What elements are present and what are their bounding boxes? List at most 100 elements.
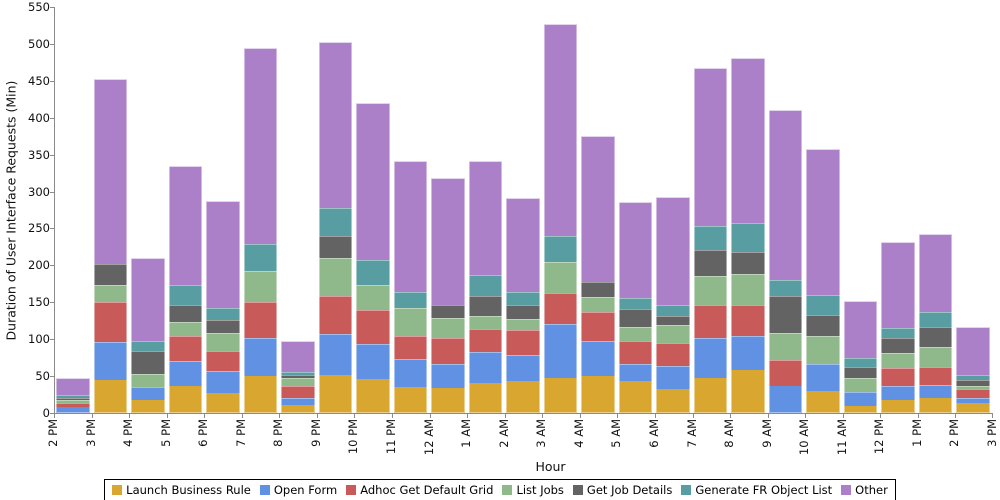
legend-label: Get Job Details [586, 483, 673, 497]
y-axis-title: Duration of User Interface Requests (Min… [3, 80, 19, 341]
legend-swatch [502, 485, 513, 495]
bar-segment [131, 351, 165, 374]
legend-swatch [112, 485, 123, 495]
bar-segment [543, 377, 578, 413]
bar-segment [431, 178, 465, 306]
bar-segment [281, 375, 315, 379]
bar-segment [843, 405, 878, 413]
bar-segment [318, 235, 353, 259]
bar-segment [168, 336, 203, 362]
x-axis-tick-label: 12 PM [872, 419, 887, 455]
y-axis-tick-mark [50, 339, 54, 341]
bar-segment [881, 368, 915, 386]
legend-item: Other [841, 483, 888, 497]
bar-segment [131, 399, 165, 413]
y-axis-tick-mark [50, 191, 54, 193]
x-axis-tick-mark [654, 414, 656, 418]
x-axis-tick-label: 3 PM [83, 419, 98, 447]
bar [768, 109, 803, 413]
y-axis-tick-mark [50, 117, 54, 119]
bar-segment [468, 352, 503, 384]
x-axis-tick-mark [579, 414, 581, 418]
legend: Launch Business Rule Open Form Adhoc Get D… [104, 479, 896, 500]
bar-segment [93, 301, 128, 343]
bar-segment [806, 364, 840, 391]
bar-segment [843, 300, 878, 359]
x-axis-tick-mark [91, 414, 93, 418]
bar-segment [131, 387, 165, 400]
bar-segment [356, 103, 390, 261]
bar-segment [356, 343, 390, 380]
x-axis-tick-label: 6 PM [196, 419, 211, 447]
bar-segment [168, 285, 203, 305]
bar-segment [918, 233, 953, 312]
bar-segment [881, 385, 915, 400]
bar-segment [56, 400, 90, 404]
y-axis-tick-mark [50, 265, 54, 267]
bar-segment [768, 109, 803, 281]
bar-segment [543, 235, 578, 263]
bar [918, 233, 953, 413]
x-axis-tick-mark [504, 414, 506, 418]
bar-segment [956, 403, 990, 413]
bar-segment [206, 370, 240, 394]
bar [806, 148, 840, 413]
bar-segment [881, 352, 915, 368]
bar-segment [93, 342, 128, 380]
bar-segment [956, 379, 990, 386]
bar-segment [731, 57, 765, 224]
x-axis-tick-mark [767, 414, 769, 418]
y-axis-tick-mark [50, 80, 54, 82]
x-axis-tick-label: 12 AM [421, 419, 436, 456]
bar-segment [918, 398, 953, 413]
y-axis-tick-label: 300 [28, 184, 50, 199]
bar-segment [131, 258, 165, 342]
bar-segment [506, 318, 540, 331]
bar-segment [318, 295, 353, 335]
bar-segment [318, 334, 353, 375]
bar-segment [206, 308, 240, 321]
x-axis: 2 PM 3 PM 4 PM 5 PM 6 PM 7 PM 8 PM 9 PM 10 PM 11 … [46, 414, 999, 461]
x-axis-tick-label: 3 AM [534, 419, 549, 448]
bar-segment [543, 324, 578, 378]
bar-segment [581, 311, 615, 342]
x-axis-tick-mark [204, 414, 206, 418]
y-axis-tick-label: 200 [28, 258, 50, 273]
bar [281, 340, 315, 413]
bar-segment [468, 316, 503, 329]
bar-segment [581, 297, 615, 312]
x-axis-tick-label: 11 AM [834, 419, 849, 456]
bar-segment [506, 330, 540, 356]
x-axis-title: Hour [535, 459, 566, 474]
bar-segment [431, 337, 465, 364]
bar-segment [806, 294, 840, 315]
bar-segment [506, 355, 540, 381]
x-axis-tick-mark [730, 414, 732, 418]
bar-segment [393, 335, 428, 360]
y-axis-tick-mark [50, 413, 54, 414]
bar-segment [468, 275, 503, 296]
bar [131, 258, 165, 413]
bar-segment [206, 320, 240, 333]
x-axis-tick-label: 9 AM [759, 419, 774, 448]
bar-segment [693, 338, 728, 378]
bar-segment [693, 377, 728, 413]
legend-label: Open Form [273, 483, 338, 497]
bar-segment [656, 365, 690, 390]
bar-segment [468, 160, 503, 276]
x-axis-tick-mark [617, 414, 619, 418]
bar [581, 136, 615, 413]
bar-segment [56, 397, 90, 401]
bar-segment [656, 389, 690, 413]
bar-segment [656, 304, 690, 317]
bar-segment [693, 304, 728, 339]
legend-swatch [572, 485, 583, 495]
y-axis-tick-label: 550 [28, 0, 50, 14]
bar-segment [393, 308, 428, 336]
bar [506, 197, 540, 413]
x-axis-tick-mark [279, 414, 281, 418]
y-axis-tick-label: 350 [28, 147, 50, 162]
legend-item: Get Job Details [572, 483, 673, 497]
bar-segment [806, 314, 840, 337]
